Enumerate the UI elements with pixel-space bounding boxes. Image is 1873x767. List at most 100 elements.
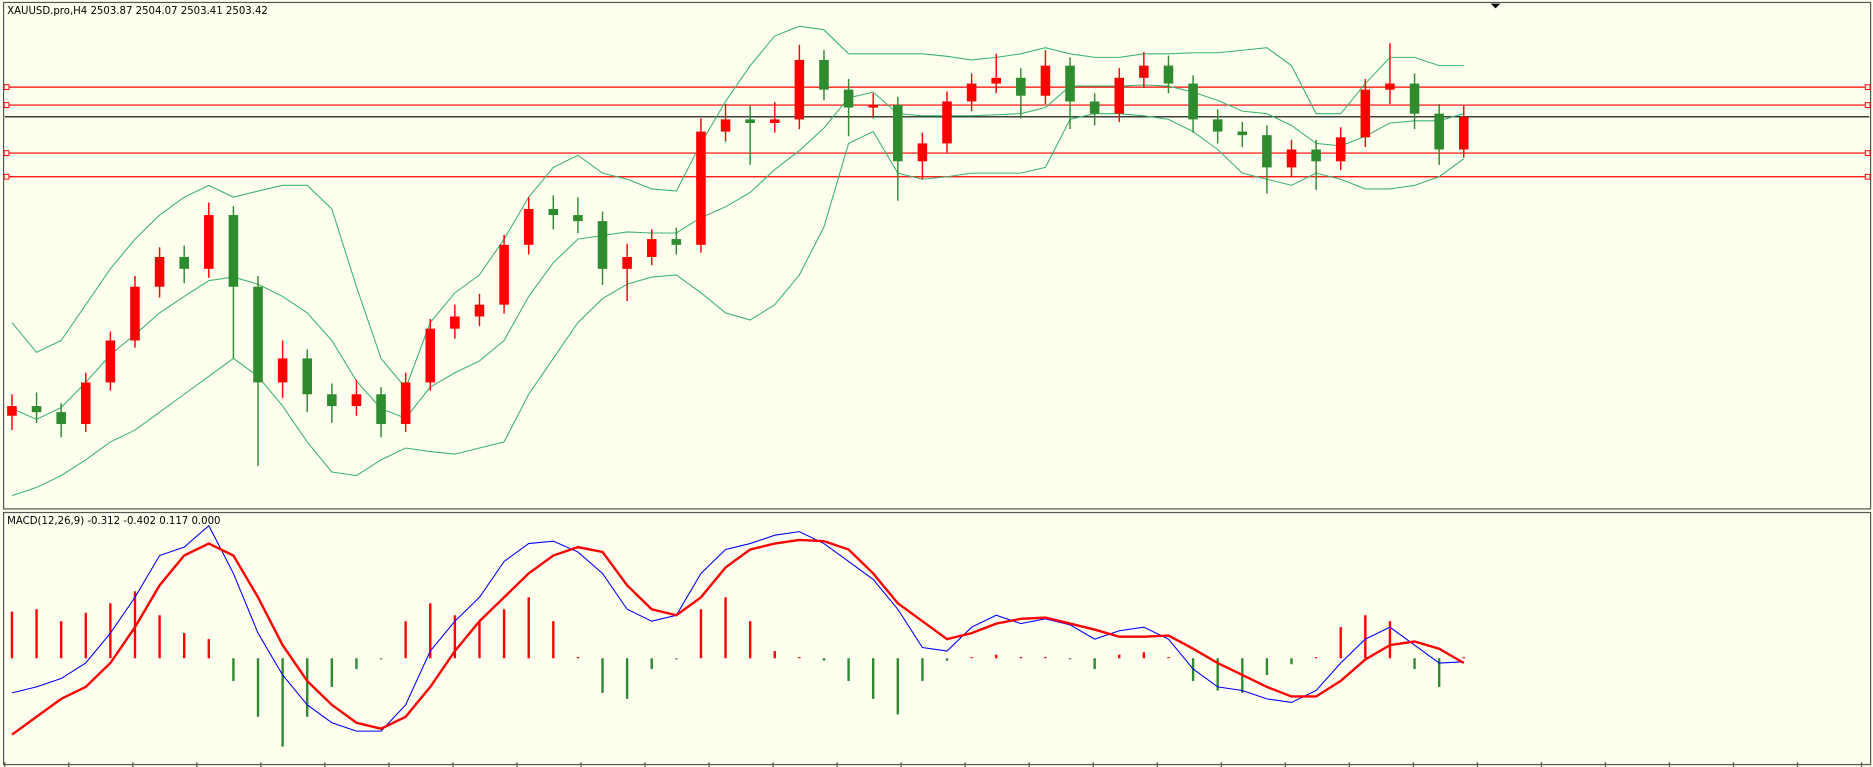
histogram-bar xyxy=(576,657,580,659)
candle-body xyxy=(154,257,165,287)
candle-body xyxy=(745,119,755,123)
candle-body xyxy=(868,105,878,108)
candle-body xyxy=(7,406,17,416)
macd-panel xyxy=(2,511,1872,766)
candle-body xyxy=(597,221,608,269)
histogram-bar xyxy=(1339,627,1342,659)
candle-body xyxy=(548,208,559,216)
histogram-bar xyxy=(182,633,186,659)
histogram-bar xyxy=(945,658,949,661)
price-panel xyxy=(2,1,1872,510)
candle-body xyxy=(474,304,485,317)
level-handle xyxy=(3,84,10,91)
histogram-bar xyxy=(379,658,383,660)
histogram-bar xyxy=(1142,652,1146,659)
candle-body xyxy=(425,328,436,383)
histogram-bar xyxy=(871,658,875,699)
candle-body xyxy=(1089,101,1100,114)
candle-body xyxy=(769,119,780,123)
histogram-bar xyxy=(1019,657,1023,659)
histogram-bar xyxy=(995,654,998,659)
histogram-bar xyxy=(429,603,432,659)
histogram-bar xyxy=(970,657,973,659)
histogram-bar xyxy=(773,651,776,659)
histogram-bar xyxy=(35,609,38,659)
candle-body xyxy=(1409,83,1420,114)
price-title: XAUUSD.pro,H4 2503.87 2504.07 2503.41 25… xyxy=(7,6,268,17)
histogram-bar xyxy=(1314,657,1318,659)
histogram-bar xyxy=(133,591,137,659)
histogram-bar xyxy=(625,658,629,699)
histogram-bar xyxy=(1044,657,1047,659)
histogram-bar xyxy=(748,621,752,659)
histogram-bar xyxy=(1265,658,1269,675)
histogram-bar xyxy=(453,615,457,659)
candle-body xyxy=(228,215,239,287)
histogram-bar xyxy=(207,639,210,659)
histogram-bar xyxy=(502,609,506,659)
signal-line xyxy=(11,538,1465,736)
level-handle xyxy=(3,150,10,156)
candle-body xyxy=(646,239,657,258)
candle-body xyxy=(499,244,509,305)
histogram-bar xyxy=(1388,621,1392,659)
candle-body xyxy=(1016,77,1026,96)
histogram-bar xyxy=(232,658,235,681)
candle-body xyxy=(1262,135,1272,168)
candle-body xyxy=(450,316,460,329)
histogram-bar xyxy=(1167,657,1170,659)
candle-body xyxy=(302,358,313,395)
histogram-bar xyxy=(1290,658,1293,665)
level-handle xyxy=(3,173,10,180)
histogram-bar xyxy=(478,621,481,659)
candle-body xyxy=(622,257,632,269)
candle-body xyxy=(1311,149,1321,162)
histogram-bar xyxy=(84,612,87,659)
histogram-bar xyxy=(724,597,727,659)
histogram-bar xyxy=(847,658,850,681)
histogram-bar xyxy=(1437,658,1441,687)
candle-body xyxy=(720,119,731,132)
histogram-bar xyxy=(404,621,407,659)
histogram-bar xyxy=(1462,657,1465,659)
macd-layer xyxy=(10,524,1465,747)
histogram-bar xyxy=(158,615,161,659)
candle-body xyxy=(376,394,386,424)
candle-body xyxy=(179,257,189,269)
histogram-bar xyxy=(798,657,801,659)
level-handle xyxy=(1864,150,1871,156)
candle-body xyxy=(696,131,706,245)
histogram-bar xyxy=(355,658,358,669)
histogram-bar xyxy=(256,658,260,717)
histogram-bar xyxy=(921,658,924,681)
histogram-bar xyxy=(699,609,703,659)
candle-body xyxy=(56,412,66,424)
histogram-bar xyxy=(1118,654,1121,659)
candle-body xyxy=(1237,131,1248,136)
candle-body xyxy=(204,215,214,269)
histogram-bar xyxy=(1068,658,1072,660)
candle-body xyxy=(1163,65,1174,84)
candle-body xyxy=(1360,89,1371,138)
bollinger-middle xyxy=(11,84,1464,420)
candle-body xyxy=(327,394,337,407)
histogram-bar xyxy=(601,658,604,693)
histogram-bar xyxy=(10,611,14,659)
candle-body xyxy=(794,59,805,120)
candle-body xyxy=(31,406,42,413)
histogram-bar xyxy=(109,603,112,659)
bollinger-upper xyxy=(11,25,1464,390)
histogram-bar xyxy=(1413,658,1416,669)
candle-body xyxy=(1286,149,1297,168)
histogram-bar xyxy=(552,621,555,659)
candle-body xyxy=(253,286,263,383)
candle-body xyxy=(843,89,854,108)
histogram-bar xyxy=(1093,658,1096,669)
candle-body xyxy=(80,382,91,424)
candle-body xyxy=(1139,65,1149,78)
candle-body xyxy=(523,208,534,245)
histogram-bar xyxy=(330,658,334,687)
candle-body xyxy=(105,340,116,383)
histogram-bar xyxy=(59,621,63,659)
